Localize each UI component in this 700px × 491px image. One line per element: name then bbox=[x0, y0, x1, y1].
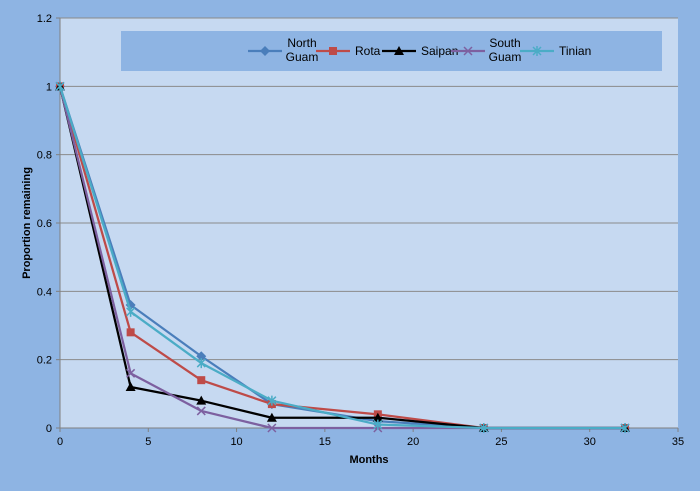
legend-label-tinian: Tinian bbox=[559, 44, 591, 58]
legend-marker-north-guam bbox=[260, 46, 270, 56]
data-point-saipan bbox=[196, 395, 207, 405]
y-tick-label: 0 bbox=[46, 423, 52, 435]
x-tick-label: 5 bbox=[145, 436, 151, 448]
legend-item-saipan: Saipan bbox=[382, 44, 458, 58]
legend-label-saipan: Saipan bbox=[421, 44, 458, 58]
legend-item-rota: Rota bbox=[316, 44, 381, 58]
y-axis-label: Proportion remaining bbox=[21, 167, 33, 279]
series-tinian bbox=[55, 81, 630, 433]
series-layer bbox=[55, 81, 631, 433]
data-point-saipan bbox=[125, 382, 136, 391]
y-tick-labels: 0 0.2 0.4 0.6 0.8 1 1.2 bbox=[37, 13, 52, 435]
legend-marker-rota bbox=[329, 47, 337, 55]
legend-marker-tinian bbox=[532, 46, 542, 56]
data-point-tinian bbox=[373, 419, 383, 430]
data-point-tinian bbox=[196, 358, 206, 369]
y-tick-label: 0.4 bbox=[37, 286, 52, 298]
data-point-south-guam bbox=[196, 406, 206, 416]
data-point-north-guam bbox=[196, 351, 207, 362]
x-tick-label: 20 bbox=[407, 436, 419, 448]
data-point-tinian bbox=[267, 395, 277, 406]
data-point-tinian bbox=[479, 423, 489, 433]
legend-label-rota: Rota bbox=[355, 44, 381, 58]
legend-label-line: Guam bbox=[489, 50, 522, 64]
data-point-rota bbox=[197, 376, 206, 385]
data-point-tinian bbox=[126, 306, 136, 317]
x-tick-label: 35 bbox=[672, 436, 684, 448]
legend-label-line: Guam bbox=[286, 50, 319, 64]
data-point-tinian bbox=[620, 423, 630, 433]
data-point-south-guam bbox=[126, 368, 136, 378]
data-point-south-guam bbox=[267, 423, 277, 433]
data-point-saipan bbox=[372, 412, 383, 422]
data-point-tinian bbox=[55, 81, 65, 92]
y-tick-label: 0.2 bbox=[37, 355, 52, 367]
legend-label-south-guam: South Guam bbox=[489, 36, 522, 64]
data-point-rota bbox=[126, 328, 135, 337]
x-axis-label: Months bbox=[349, 454, 388, 466]
x-tick-label: 10 bbox=[230, 436, 242, 448]
y-tick-label: 0.8 bbox=[37, 150, 52, 162]
y-tick-label: 1 bbox=[46, 81, 52, 93]
x-tick-label: 0 bbox=[57, 436, 63, 448]
y-tick-label: 1.2 bbox=[37, 13, 52, 25]
legend-marker-saipan bbox=[394, 46, 404, 55]
legend-item-tinian: Tinian bbox=[520, 44, 591, 58]
x-tick-labels: 0 5 10 15 20 25 30 35 bbox=[57, 436, 684, 448]
x-tick-label: 15 bbox=[319, 436, 331, 448]
legend-item-south-guam: South Guam bbox=[451, 36, 521, 64]
legend-marker-south-guam bbox=[463, 46, 473, 56]
gridlines bbox=[60, 17, 678, 361]
legend-label-line: South bbox=[489, 36, 520, 50]
legend-label-line: North bbox=[287, 36, 316, 50]
legend-label-north-guam: North Guam bbox=[286, 36, 319, 64]
x-tick-label: 30 bbox=[584, 436, 596, 448]
y-tick-label: 0.6 bbox=[37, 218, 52, 230]
data-point-saipan bbox=[266, 412, 277, 422]
x-tick-label: 25 bbox=[495, 436, 507, 448]
legend-item-north-guam: North Guam bbox=[248, 36, 318, 64]
